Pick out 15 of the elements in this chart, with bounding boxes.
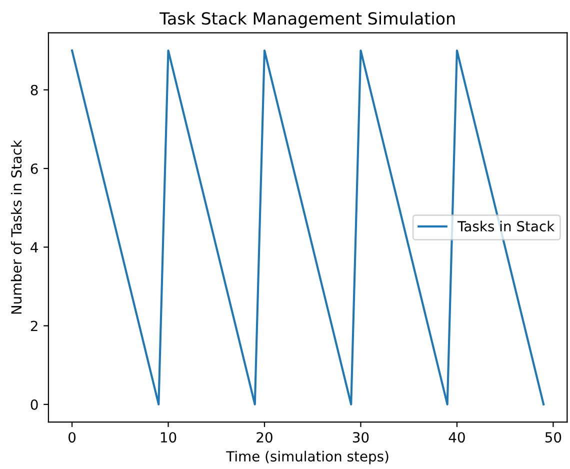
x-tick-label: 50: [545, 432, 562, 443]
y-tick-label: 0: [30, 399, 38, 410]
y-axis-title: Number of Tasks in Stack: [10, 140, 22, 314]
y-tick-label: 4: [30, 242, 38, 252]
x-tick-label: 10: [160, 432, 176, 443]
x-tick-label: 40: [448, 432, 465, 443]
x-tick-label: 30: [352, 432, 369, 443]
x-axis-title: Time (simulation steps): [226, 450, 388, 464]
y-tick-label: 8: [30, 84, 38, 96]
x-tick-label: 20: [256, 432, 272, 443]
chart-title: Task Stack Management Simulation: [159, 12, 455, 28]
x-tick-label: 0: [68, 432, 76, 443]
y-tick-label: 6: [30, 163, 38, 174]
legend-label: Tasks in Stack: [457, 220, 555, 232]
y-tick-label: 2: [30, 320, 38, 332]
